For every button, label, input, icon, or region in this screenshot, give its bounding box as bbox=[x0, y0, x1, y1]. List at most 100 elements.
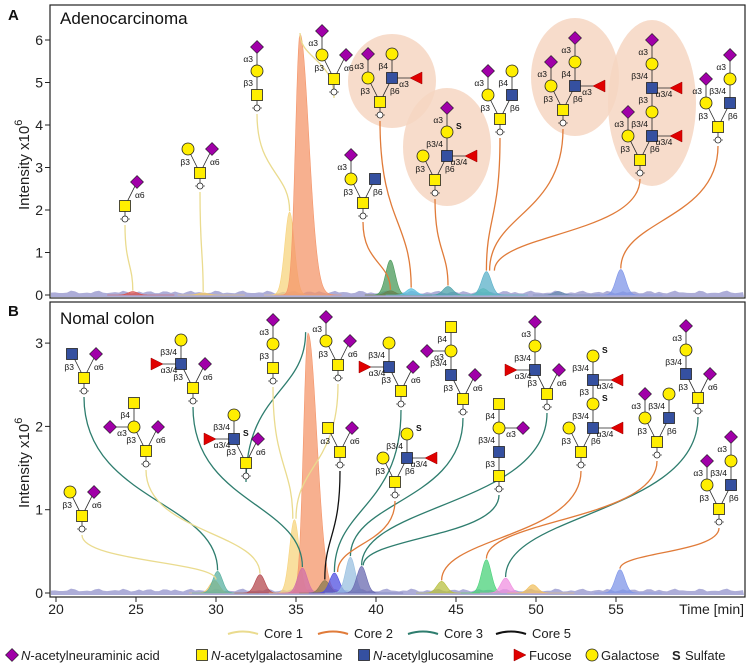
neuac-diamond-icon bbox=[440, 101, 454, 115]
glcnac-square-icon bbox=[383, 361, 395, 373]
neuac-diamond-icon bbox=[319, 310, 333, 324]
galactose-circle-icon bbox=[492, 421, 506, 435]
galnac-square-icon bbox=[119, 200, 131, 212]
legend-label-text: -acetylglucosamine bbox=[382, 648, 493, 663]
y-tick-label: 0 bbox=[35, 287, 43, 303]
linkage-label: α3/4 bbox=[656, 137, 673, 147]
neuac-diamond-icon bbox=[130, 175, 144, 189]
neuac-diamond-icon bbox=[516, 421, 530, 435]
neuac-diamond-icon bbox=[468, 368, 482, 382]
galactose-circle-icon bbox=[662, 387, 676, 401]
reducing-end-icon bbox=[577, 461, 585, 469]
reducing-end-icon bbox=[397, 400, 405, 408]
neuac-diamond-icon bbox=[198, 357, 212, 371]
linkage-label: β3 bbox=[375, 466, 385, 476]
galnac-square-icon bbox=[328, 73, 340, 85]
legend-item-galnac: N-acetylgalactosamine bbox=[196, 648, 343, 663]
core-legend: Core 1 Core 2 Core 3 Core 5 bbox=[227, 626, 571, 641]
linkage-label: α3 bbox=[117, 428, 127, 438]
galnac-square-icon bbox=[78, 372, 90, 384]
leader-line bbox=[362, 494, 500, 566]
galactose-circle-icon bbox=[181, 142, 195, 156]
y-tick-label: 1 bbox=[35, 245, 43, 261]
linkage-label: β4 bbox=[498, 78, 508, 88]
legend-label: Core 5 bbox=[532, 626, 571, 641]
panel-a-yaxis: 0 1 2 3 4 5 6 bbox=[35, 32, 50, 303]
neuac-diamond-icon bbox=[481, 64, 495, 78]
leader-line bbox=[256, 113, 291, 212]
neuac-diamond-icon bbox=[266, 313, 280, 327]
ylabel-text: Intensity x10 bbox=[16, 126, 33, 210]
reducing-end-icon bbox=[336, 461, 344, 469]
neuac-diamond-icon bbox=[5, 648, 19, 662]
fucose-triangle-icon bbox=[592, 79, 606, 93]
glcnac-square-icon bbox=[529, 364, 541, 376]
y-tick-label: 2 bbox=[35, 418, 43, 434]
galnac-square-icon bbox=[334, 446, 346, 458]
galnac-square-icon bbox=[128, 397, 140, 409]
reducing-end-icon bbox=[253, 104, 261, 112]
y-tick-label: 1 bbox=[35, 502, 43, 518]
linkage-label: α3/4 bbox=[451, 157, 468, 167]
linkage-label: β3 bbox=[381, 375, 391, 385]
panel-a-peaks bbox=[51, 33, 744, 297]
panel-b-ylabel: Intensity x106 bbox=[13, 418, 33, 508]
linkage-label: β3 bbox=[64, 362, 74, 372]
linkage-label: α6 bbox=[344, 63, 354, 73]
linkage-label: α3 bbox=[631, 401, 641, 411]
sulfate-label: S bbox=[456, 121, 462, 131]
galactose-circle-icon bbox=[505, 64, 519, 78]
linkage-label: α3 bbox=[672, 333, 682, 343]
linkage-label: β6 bbox=[373, 187, 383, 197]
glcnac-square-icon bbox=[441, 150, 453, 162]
linkage-label: β3/4 bbox=[213, 422, 230, 432]
galnac-square-icon bbox=[457, 393, 469, 405]
neuac-diamond-icon bbox=[700, 454, 714, 468]
linkage-label: α6 bbox=[210, 157, 220, 167]
reducing-end-icon bbox=[694, 407, 702, 415]
legend-label: Sulfate bbox=[685, 648, 725, 663]
galactose-circle-icon bbox=[544, 79, 558, 93]
legend-item-core-3: Core 3 bbox=[407, 626, 483, 641]
panel-a-title: Adenocarcinoma bbox=[60, 9, 188, 28]
linkage-label: α3 bbox=[561, 45, 571, 55]
linkage-label: α3/4 bbox=[656, 89, 673, 99]
legend-label: N-acetylneuraminic acid bbox=[21, 648, 160, 663]
linkage-label: α6 bbox=[350, 436, 360, 446]
linkage-label: β3 bbox=[443, 383, 453, 393]
linkage-label: β3/4 bbox=[478, 435, 495, 445]
galnac-square-icon bbox=[196, 649, 208, 661]
peak bbox=[336, 565, 404, 594]
galnac-square-icon bbox=[634, 154, 646, 166]
reducing-end-icon bbox=[269, 377, 277, 385]
linkage-label: β3/4 bbox=[368, 350, 385, 360]
linkage-label: α6 bbox=[156, 435, 166, 445]
linkage-label: α3 bbox=[259, 327, 269, 337]
linkage-label: α6 bbox=[203, 372, 213, 382]
fucose-triangle-icon bbox=[409, 71, 423, 85]
legend-label-text: -acetylneuraminic acid bbox=[30, 648, 159, 663]
glycan-structure: β3 α3 bbox=[243, 40, 264, 112]
reducing-end-icon bbox=[459, 408, 467, 416]
linkage-label: β6 bbox=[650, 144, 660, 154]
linkage-label: β3/4 bbox=[572, 411, 589, 421]
linkage-label: α3 bbox=[474, 78, 484, 88]
legend-label: Galactose bbox=[601, 648, 660, 663]
glcnac-square-icon bbox=[587, 374, 599, 386]
leader-line bbox=[333, 409, 402, 573]
galnac-square-icon bbox=[493, 470, 505, 482]
leader-line bbox=[145, 469, 261, 574]
galactose-circle-icon bbox=[568, 55, 582, 69]
galactose-circle-icon bbox=[315, 48, 329, 62]
legend-label: N-acetylglucosamine bbox=[373, 648, 494, 663]
legend-label: Fucose bbox=[529, 648, 572, 663]
y-tick-label: 0 bbox=[35, 585, 43, 601]
peak bbox=[594, 569, 662, 594]
neuac-diamond-icon bbox=[703, 367, 717, 381]
neuac-diamond-icon bbox=[103, 420, 117, 434]
